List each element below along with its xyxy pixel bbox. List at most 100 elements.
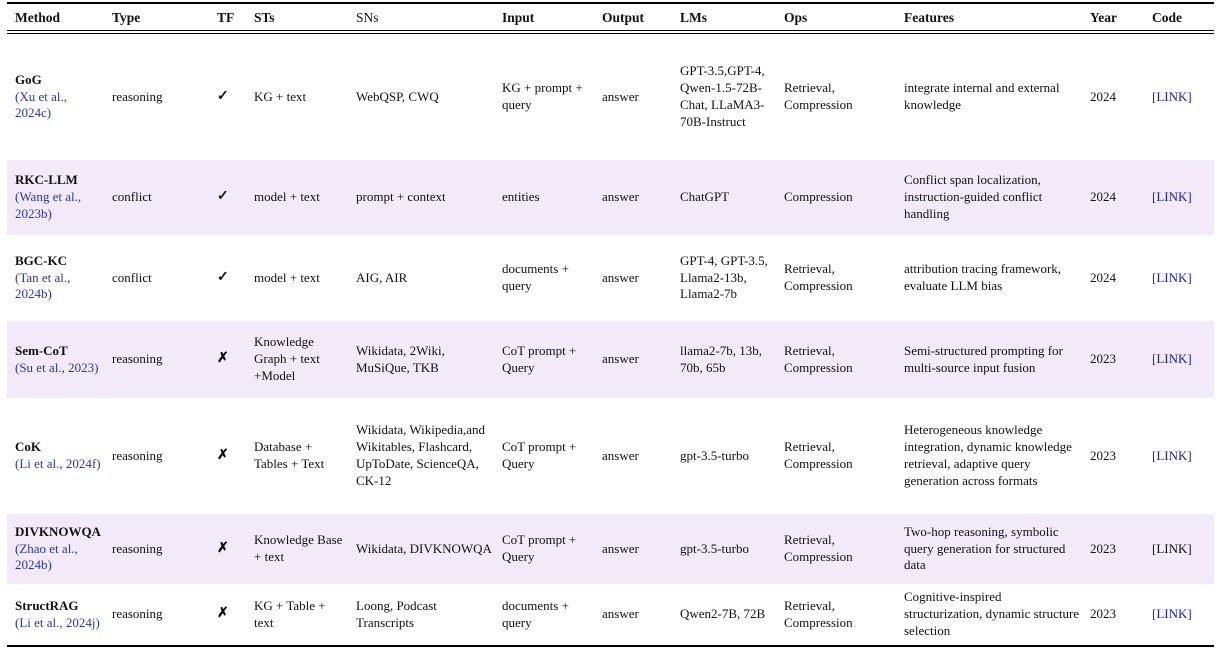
cell-lms: gpt-3.5-turbo xyxy=(680,514,784,584)
year-text: 2024 xyxy=(1090,189,1116,205)
cell-sns: Wikidata, Wikipedia,and Wikitables, Flas… xyxy=(356,398,502,514)
cell-tf: ✓ xyxy=(217,32,254,160)
type-text: reasoning xyxy=(112,540,163,556)
cell-features: Two-hop reasoning, symbolic query genera… xyxy=(904,514,1090,584)
features-text: Conflict span localization, instruction-… xyxy=(904,172,1043,221)
sns-text: Wikidata, 2Wiki, MuSiQue, TKB xyxy=(356,342,445,375)
cell-features: integrate internal and external knowledg… xyxy=(904,32,1090,160)
cell-output: answer xyxy=(602,514,680,584)
cell-output: answer xyxy=(602,160,680,235)
year-text: 2023 xyxy=(1090,606,1116,622)
ops-text: Retrieval, Compression xyxy=(784,439,853,471)
tf-check-icon: ✓ xyxy=(217,189,229,205)
cell-code: [LINK] xyxy=(1152,32,1214,160)
sns-text: AIG, AIR xyxy=(356,269,408,285)
tf-cross-icon: ✗ xyxy=(217,447,229,463)
code-link[interactable]: [LINK] xyxy=(1152,88,1192,104)
code-link[interactable]: [LINK] xyxy=(1152,606,1192,622)
cell-input: CoT prompt + Query xyxy=(502,398,602,514)
type-text: conflict xyxy=(112,269,152,285)
cell-sts: model + text xyxy=(254,160,356,235)
method-name: RKC-LLM xyxy=(15,172,78,188)
table-row: BGC-KC (Tan et al., 2024b) conflict ✓ model … xyxy=(7,235,1214,321)
cell-sts: KG + text xyxy=(254,32,356,160)
output-text: answer xyxy=(602,540,639,556)
cell-input: CoT prompt + Query xyxy=(502,321,602,398)
cell-lms: llama2-7b, 13b, 70b, 65b xyxy=(680,321,784,398)
cell-year: 2024 xyxy=(1090,32,1152,160)
code-link[interactable]: [LINK] xyxy=(1152,189,1192,205)
cell-output: answer xyxy=(602,398,680,514)
cell-sns: Loong, Podcast Transcripts xyxy=(356,584,502,646)
year-text: 2024 xyxy=(1090,269,1116,285)
cell-features: Semi-structured prompting for multi-sour… xyxy=(904,321,1090,398)
method-citation-link[interactable]: (Tan et al., 2024b) xyxy=(15,269,71,302)
table-row: RKC-LLM (Wang et al., 2023b) conflict ✓ mode… xyxy=(7,160,1214,235)
cell-type: reasoning xyxy=(112,514,217,584)
sts-text: Database + Tables + Text xyxy=(254,439,325,471)
code-link-plain: [LINK] xyxy=(1152,540,1192,556)
cell-features: Cognitive-inspired structurization, dyna… xyxy=(904,584,1090,646)
year-text: 2023 xyxy=(1090,351,1116,367)
cell-sts: Knowledge Base + text xyxy=(254,514,356,584)
method-citation-link[interactable]: (Wang et al., 2023b) xyxy=(15,189,82,221)
lms-text: ChatGPT xyxy=(680,189,730,205)
cell-type: reasoning xyxy=(112,398,217,514)
lms-text: GPT-4, GPT-3.5, Llama2-13b, Llama2-7b xyxy=(680,252,768,302)
cell-tf: ✗ xyxy=(217,514,254,584)
input-text: documents + query xyxy=(502,261,569,293)
ops-text: Retrieval, Compression xyxy=(784,342,853,375)
ops-text: Retrieval, Compression xyxy=(784,532,853,564)
cell-year: 2023 xyxy=(1090,584,1152,646)
tf-check-icon: ✓ xyxy=(217,269,229,285)
input-text: entities xyxy=(502,189,540,205)
method-name: GoG xyxy=(15,71,42,87)
cell-sns: WebQSP, CWQ xyxy=(356,32,502,160)
sts-text: model + text xyxy=(254,189,320,205)
cell-sns: AIG, AIR xyxy=(356,235,502,321)
method-citation-link[interactable]: (Su et al., 2023) xyxy=(15,359,99,375)
cell-input: CoT prompt + Query xyxy=(502,514,602,584)
input-text: CoT prompt + Query xyxy=(502,439,577,471)
column-header-output: Output xyxy=(602,3,680,34)
lms-text: gpt-3.5-turbo xyxy=(680,447,749,463)
sts-text: KG + text xyxy=(254,88,307,104)
cell-input: KG + prompt + query xyxy=(502,32,602,160)
method-citation-link[interactable]: (Li et al., 2024j) xyxy=(15,614,100,630)
features-text: Two-hop reasoning, symbolic query genera… xyxy=(904,523,1066,573)
table-row: GoG (Xu et al., 2024c) reasoning ✓ KG + text… xyxy=(7,32,1214,160)
features-text: Heterogeneous knowledge integration, dyn… xyxy=(904,422,1072,488)
cell-method: GoG (Xu et al., 2024c) xyxy=(7,32,112,160)
cell-method: BGC-KC (Tan et al., 2024b) xyxy=(7,235,112,321)
cell-method: RKC-LLM (Wang et al., 2023b) xyxy=(7,160,112,235)
method-citation-link[interactable]: (Xu et al., 2024c) xyxy=(15,88,67,121)
cell-lms: ChatGPT xyxy=(680,160,784,235)
method-citation-link[interactable]: (Li et al., 2024f) xyxy=(15,456,101,471)
cell-year: 2023 xyxy=(1090,398,1152,514)
cell-ops: Retrieval, Compression xyxy=(784,235,904,321)
column-header-sns: SNs xyxy=(356,3,502,34)
input-text: KG + prompt + query xyxy=(502,80,583,112)
column-header-features: Features xyxy=(904,3,1090,34)
code-link[interactable]: [LINK] xyxy=(1152,351,1192,367)
cell-input: documents + query xyxy=(502,235,602,321)
cell-code: [LINK] xyxy=(1152,235,1214,321)
cell-type: reasoning xyxy=(112,32,217,160)
cell-year: 2024 xyxy=(1090,160,1152,235)
table-row: CoK (Li et al., 2024f) reasoning ✗ Database … xyxy=(7,398,1214,514)
sts-text: Knowledge Base + text xyxy=(254,532,343,564)
table-header-row: Method Type TF STs SNs Input Output LMs Ops Featu… xyxy=(7,3,1214,34)
cell-method: CoK (Li et al., 2024f) xyxy=(7,398,112,514)
method-citation-link[interactable]: (Zhao et al., 2024b) xyxy=(15,540,78,573)
methods-survey-table: Method Type TF STs SNs Input Output LMs Ops Featu… xyxy=(7,2,1214,647)
cell-method: DIVKNOWQA (Zhao et al., 2024b) xyxy=(7,514,112,584)
output-text: answer xyxy=(602,189,639,205)
code-link[interactable]: [LINK] xyxy=(1152,269,1192,285)
sts-text: model + text xyxy=(254,269,320,285)
type-text: reasoning xyxy=(112,447,163,463)
code-link[interactable]: [LINK] xyxy=(1152,447,1192,463)
cell-type: reasoning xyxy=(112,584,217,646)
year-text: 2023 xyxy=(1090,447,1116,463)
cell-year: 2023 xyxy=(1090,321,1152,398)
cell-sts: KG + Table + text xyxy=(254,584,356,646)
